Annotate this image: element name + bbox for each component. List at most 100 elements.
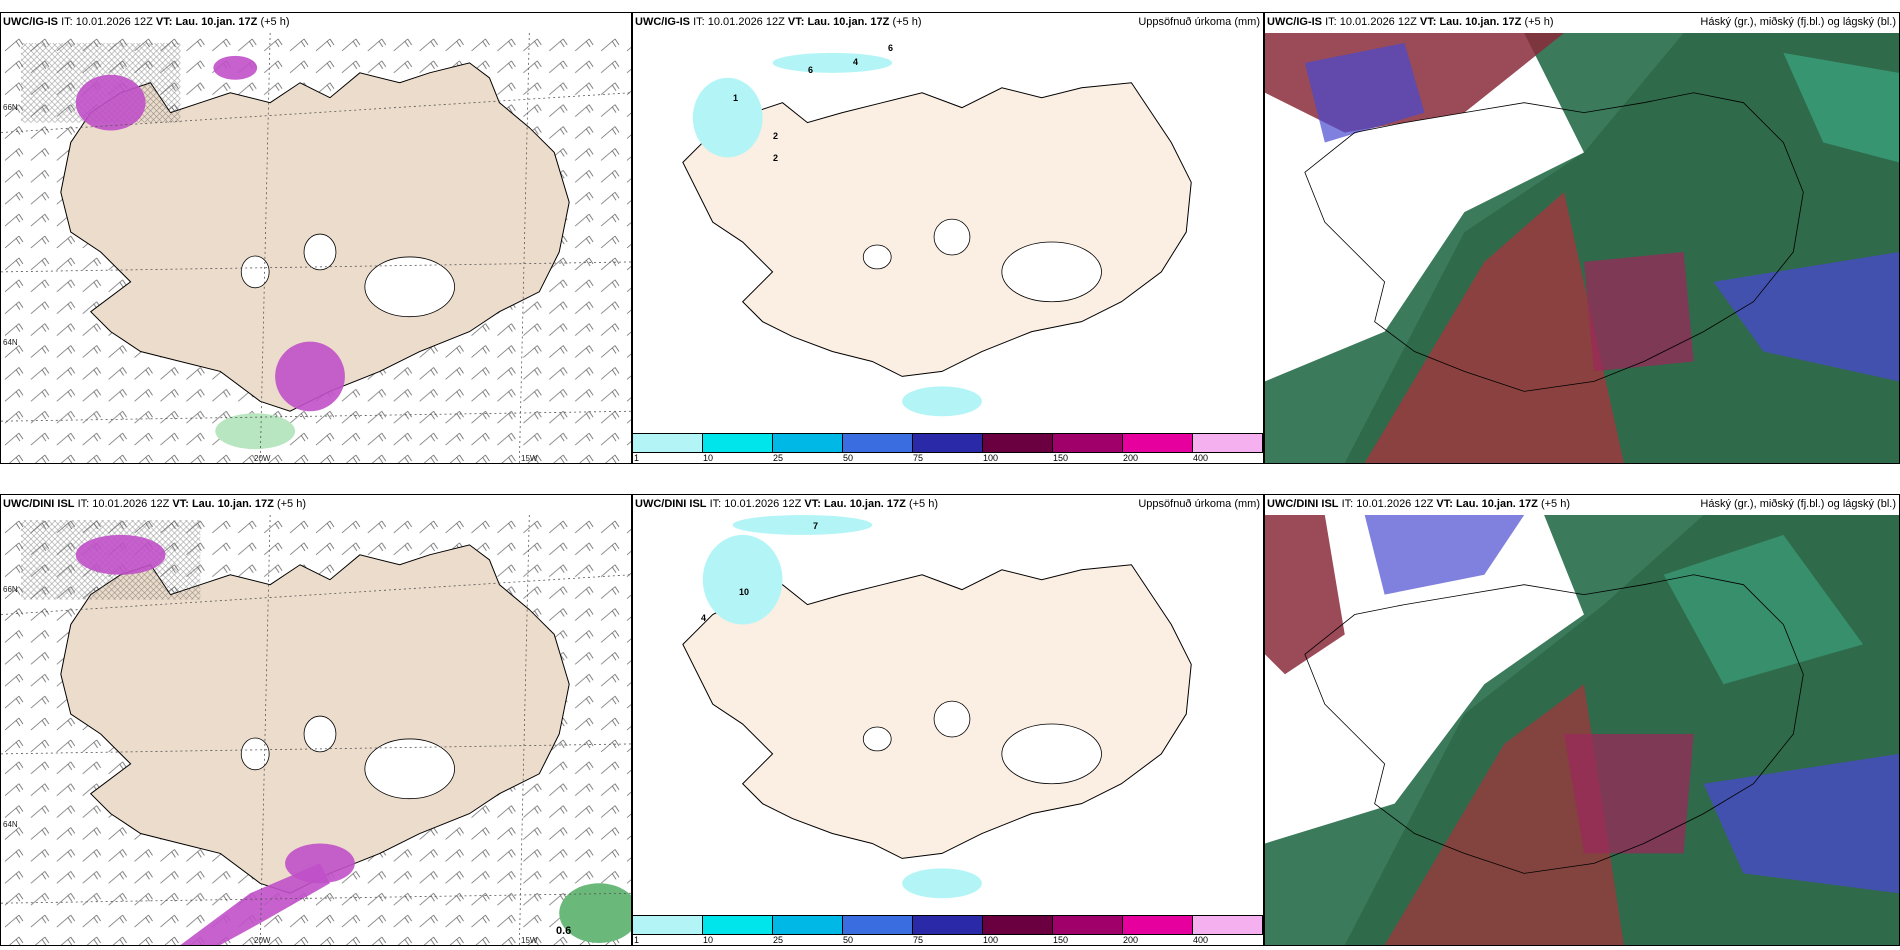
lead-time: (+5 h) xyxy=(908,498,938,510)
wind-map-svg xyxy=(1,33,631,463)
lead-time: (+5 h) xyxy=(276,498,306,510)
precip-area xyxy=(902,386,982,417)
vt-label: VT: xyxy=(787,16,805,28)
lat-label: 66N xyxy=(3,103,18,112)
colorbar-tick: 50 xyxy=(843,453,854,463)
colorbar-swatch xyxy=(843,434,913,452)
colorbar-swatch xyxy=(1053,916,1123,934)
vt-value: Lau. 10.jan. 17Z xyxy=(1439,16,1522,28)
colorbar-tick: 50 xyxy=(843,935,854,945)
colorbar-tick: 25 xyxy=(773,453,784,463)
vt-value: Lau. 10.jan. 17Z xyxy=(807,16,890,28)
precip-contour-label: 2 xyxy=(773,131,779,141)
lat-label: 66N xyxy=(3,585,18,594)
precip-title: Uppsöfnuð úrkoma (mm) xyxy=(1138,16,1260,28)
colorbar-swatch xyxy=(703,916,773,934)
vt-value: Lau. 10.jan. 17Z xyxy=(175,16,258,28)
cloud-map-svg xyxy=(1265,515,1899,945)
precip-map-panel-row2: UWC/DINI ISL IT: 10.01.2026 12Z VT: Lau.… xyxy=(632,494,1264,946)
cloud-map xyxy=(1265,33,1899,463)
glacier xyxy=(240,737,270,771)
precip-map xyxy=(633,33,1263,463)
wind-value-label: 0.6 xyxy=(556,925,572,937)
colorbar-labels: 1 10 25 50 75 100 150 200 400 xyxy=(633,935,1263,945)
glacier xyxy=(364,738,455,800)
colorbar-tick: 200 xyxy=(1123,935,1139,945)
precip-area xyxy=(772,52,893,73)
colorbar-tick: 150 xyxy=(1053,453,1069,463)
it-value: 10.01.2026 12Z xyxy=(1339,16,1417,28)
precip-contour-label: 7 xyxy=(813,521,819,531)
panel-header: UWC/IG-IS IT: 10.01.2026 12Z VT: Lau. 10… xyxy=(633,13,1263,33)
model-name: UWC/IG-IS xyxy=(635,16,690,28)
colorbar-swatch xyxy=(1123,916,1193,934)
precip-area xyxy=(732,515,873,535)
precip-contour-label: 4 xyxy=(853,57,859,67)
precip-map-panel-row1: UWC/IG-IS IT: 10.01.2026 12Z VT: Lau. 10… xyxy=(632,12,1264,464)
panel-header: UWC/DINI ISL IT: 10.01.2026 12Z VT: Lau.… xyxy=(1265,495,1899,515)
colorbar-swatch xyxy=(1193,434,1263,452)
model-name: UWC/IG-IS xyxy=(1267,16,1322,28)
glacier xyxy=(364,256,455,318)
colorbar-tick: 100 xyxy=(983,453,999,463)
glacier xyxy=(303,233,337,271)
precip-area xyxy=(75,534,166,575)
panel-header: UWC/IG-IS IT: 10.01.2026 12Z VT: Lau. 10… xyxy=(1265,13,1899,33)
colorbar-swatch xyxy=(1123,434,1193,452)
colorbar-tick: 10 xyxy=(703,453,714,463)
precip-contour-label: 1 xyxy=(733,93,739,103)
lon-label: 15W xyxy=(521,454,538,463)
glacier xyxy=(303,715,337,753)
precip-map-svg xyxy=(682,515,1192,899)
colorbar-swatch xyxy=(773,916,843,934)
colorbar-tick: 25 xyxy=(773,935,784,945)
colorbar-tick: 400 xyxy=(1193,935,1209,945)
it-label: IT: xyxy=(709,498,722,510)
precip-contour-label: 6 xyxy=(808,65,814,75)
it-value: 10.01.2026 12Z xyxy=(75,16,153,28)
model-name: UWC/DINI ISL xyxy=(1267,498,1339,510)
cloud-title: Háský (gr.), miðský (fj.bl.) og lágský (… xyxy=(1700,498,1896,510)
precip-colorbar xyxy=(633,433,1263,453)
cloud-map-panel-row1: UWC/IG-IS IT: 10.01.2026 12Z VT: Lau. 10… xyxy=(1264,12,1900,464)
wind-map-panel-row2: UWC/DINI ISL IT: 10.01.2026 12Z VT: Lau.… xyxy=(0,494,632,946)
cloud-title: Háský (gr.), miðský (fj.bl.) og lágský (… xyxy=(1700,16,1896,28)
colorbar-swatch xyxy=(703,434,773,452)
lat-label: 64N xyxy=(3,338,18,347)
vt-value: Lau. 10.jan. 17Z xyxy=(823,498,906,510)
colorbar-tick: 200 xyxy=(1123,453,1139,463)
precip-area xyxy=(213,55,258,80)
colorbar-swatch xyxy=(983,434,1053,452)
model-name: UWC/DINI ISL xyxy=(635,498,707,510)
colorbar-tick: 400 xyxy=(1193,453,1209,463)
it-label: IT: xyxy=(693,16,705,28)
colorbar-swatch xyxy=(843,916,913,934)
it-label: IT: xyxy=(61,16,73,28)
it-value: 10.01.2026 12Z xyxy=(707,16,785,28)
cloud-map-svg xyxy=(1265,33,1899,463)
it-value: 10.01.2026 12Z xyxy=(724,498,802,510)
precip-contour-label: 10 xyxy=(739,587,750,597)
colorbar-tick: 150 xyxy=(1053,935,1069,945)
panel-header: UWC/DINI ISL IT: 10.01.2026 12Z VT: Lau.… xyxy=(633,495,1263,515)
colorbar-tick: 100 xyxy=(983,935,999,945)
precip-colorbar xyxy=(633,915,1263,935)
lon-label: 20W xyxy=(254,936,271,945)
glacier xyxy=(1001,723,1102,785)
it-label: IT: xyxy=(77,498,90,510)
vt-label: VT: xyxy=(1436,498,1453,510)
lat-label: 64N xyxy=(3,820,18,829)
vt-label: VT: xyxy=(1419,16,1437,28)
glacier xyxy=(240,255,270,289)
colorbar-tick: 1 xyxy=(634,453,640,463)
iceland-outline xyxy=(1304,574,1804,874)
vt-label: VT: xyxy=(804,498,821,510)
iceland-outline xyxy=(1304,92,1804,392)
glacier xyxy=(1001,241,1102,303)
lead-time: (+5 h) xyxy=(260,16,290,28)
it-label: IT: xyxy=(1341,498,1354,510)
cloud-map-panel-row2: UWC/DINI ISL IT: 10.01.2026 12Z VT: Lau.… xyxy=(1264,494,1900,946)
colorbar-swatch xyxy=(913,434,983,452)
panel-header: UWC/IG-IS IT: 10.01.2026 12Z VT: Lau. 10… xyxy=(1,13,631,33)
panel-header: UWC/DINI ISL IT: 10.01.2026 12Z VT: Lau.… xyxy=(1,495,631,515)
